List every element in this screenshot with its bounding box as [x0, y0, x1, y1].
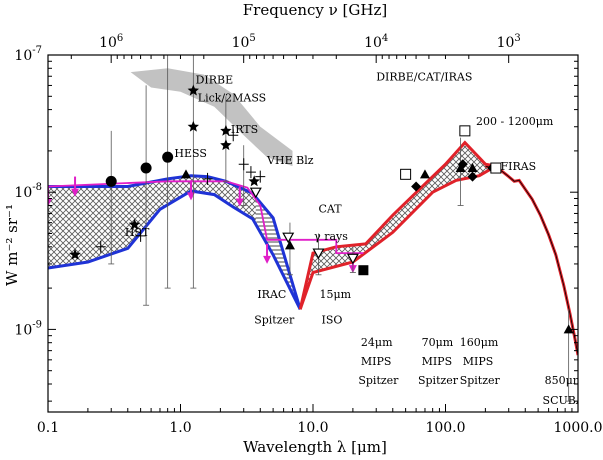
annotation-label: IRTS — [231, 123, 258, 136]
star-point — [69, 248, 81, 260]
filled-square-point — [358, 265, 369, 276]
y-tick-label: 10-9 — [14, 319, 42, 338]
gamma-arrow-head — [235, 198, 244, 207]
top-tick-label: 106 — [99, 33, 123, 51]
gamma-limit-line — [48, 180, 364, 255]
open-square-point — [490, 162, 502, 174]
annotation-label: HESS — [174, 147, 207, 160]
circle-point — [105, 175, 117, 187]
top-tick-label: 103 — [497, 33, 521, 51]
circle-point — [162, 151, 174, 163]
top-tick-label: 105 — [232, 33, 256, 51]
x-tick-label: 10.0 — [297, 420, 328, 436]
triangle-up-point — [455, 163, 466, 173]
annotation-label: FIRAS — [500, 160, 536, 173]
annotation-label: MIPS — [463, 355, 494, 368]
cross-point — [228, 129, 239, 142]
star-point — [128, 218, 141, 230]
x-axis-title: Wavelength λ [μm] — [243, 438, 387, 456]
annotation-label: Spitzer — [254, 314, 295, 327]
annotation-label: DIRBE/CAT/IRAS — [376, 71, 472, 84]
triangle-down-point — [346, 253, 359, 265]
cross-point — [238, 158, 249, 171]
triangle-up-point — [563, 324, 574, 334]
y-tick-label: 10-7 — [14, 45, 42, 64]
annotation-label: DIRBE — [196, 73, 234, 86]
annotation-label: IRAC — [257, 288, 286, 301]
gamma-arrow-head — [186, 192, 195, 201]
y-tick-label: 10-8 — [14, 182, 42, 201]
circle-point — [140, 162, 152, 174]
plot-content: DIRBE Lick/2MASS IRTS VHE Blz HESS HST DIRBE/C… — [48, 55, 585, 407]
cross-point — [202, 172, 213, 185]
annotation-label: Spitzer — [418, 374, 459, 387]
gamma-arrow-head — [263, 255, 272, 264]
star-point — [248, 175, 260, 187]
top-tick-label: 104 — [364, 33, 388, 51]
gamma-arrow-head — [48, 198, 52, 207]
annotation-label: 15μm — [320, 288, 352, 301]
annotation-label: Spitzer — [358, 374, 399, 387]
triangle-up-point — [284, 240, 295, 250]
open-square-point — [400, 168, 412, 180]
annotation-label: 70μm — [422, 336, 454, 349]
plot-area: DIRBE Lick/2MASS IRTS VHE Blz HESS HST DIRBE/C… — [14, 33, 602, 436]
irac-hatch-fill — [255, 195, 301, 310]
cross-point — [245, 166, 256, 179]
annotation-label: CAT — [318, 203, 342, 216]
star-point — [187, 120, 199, 132]
annotation-label: 850μm — [545, 374, 584, 387]
cob-lower-line — [48, 189, 302, 310]
cib-upper-line — [298, 140, 497, 310]
triangle-up-point — [419, 169, 430, 179]
firas-curve — [485, 164, 578, 356]
annotation-label: SCUBA — [543, 394, 585, 407]
triangle-down-point — [312, 248, 325, 260]
annotation-label: 24μm — [361, 336, 393, 349]
gamma-arrow-head — [71, 188, 80, 197]
star-point — [220, 124, 232, 136]
x-tick-label: 1000.0 — [554, 420, 603, 436]
diamond-point — [411, 181, 422, 192]
annotation-label: 200 - 1200μm — [476, 115, 554, 128]
open-square-point — [459, 125, 471, 137]
annotation-label: Spitzer — [460, 374, 501, 387]
annotation-label: Lick/2MASS — [198, 91, 266, 104]
triangle-down-point — [249, 187, 262, 199]
diamond-point — [467, 171, 478, 182]
annotation-label: 160μm — [460, 336, 499, 349]
annotation-label: VHE Blz — [266, 154, 314, 167]
diamond-point — [457, 159, 468, 170]
annotation-label: MIPS — [422, 355, 453, 368]
annotation-label: ISO — [322, 314, 343, 327]
x-tick-label: 0.1 — [37, 420, 59, 436]
triangle-up-point — [180, 169, 191, 179]
x-tick-label: 1.0 — [169, 420, 191, 436]
y-axis-title: W m⁻² sr⁻¹ — [3, 204, 21, 286]
annotation-label: HST — [125, 226, 150, 239]
cross-point — [255, 170, 266, 183]
top-axis-title: Frequency ν [GHz] — [243, 1, 387, 19]
cross-point — [135, 229, 146, 242]
annotation-label: MIPS — [361, 355, 392, 368]
star-point — [220, 139, 232, 151]
x-tick-label: 100.0 — [425, 420, 465, 436]
triangle-down-point — [282, 232, 295, 244]
firas-curve-inner — [485, 165, 578, 356]
cob-upper-line — [48, 174, 302, 310]
star-point — [187, 84, 199, 96]
vhe-blazar-band — [130, 68, 293, 167]
triangle-up-point — [467, 163, 478, 173]
cross-point — [95, 240, 106, 253]
annotation-label: γ rays — [314, 230, 348, 243]
